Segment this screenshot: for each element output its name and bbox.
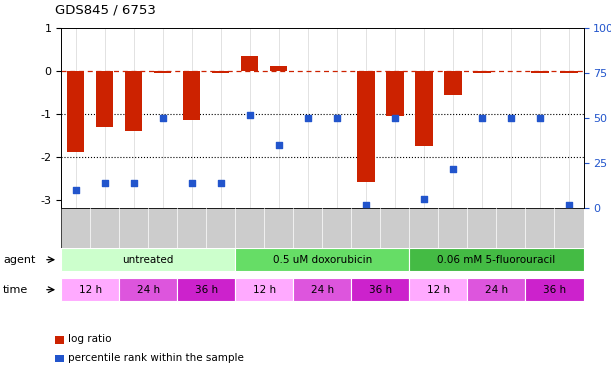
Text: GDS845 / 6753: GDS845 / 6753 (55, 4, 156, 17)
Point (303, 115, 313, 121)
Point (506, 115, 516, 121)
Bar (183, 71, 200, 120)
Bar (125, 71, 142, 131)
Point (274, 142, 284, 148)
Text: percentile rank within the sample: percentile rank within the sample (68, 353, 244, 363)
Text: 0.06 mM 5-fluorouracil: 0.06 mM 5-fluorouracil (437, 255, 555, 265)
Bar (154, 71, 171, 73)
Bar (473, 71, 491, 73)
Point (332, 115, 342, 121)
Point (100, 180, 109, 186)
Bar (270, 66, 288, 71)
Point (216, 180, 225, 186)
Point (245, 111, 255, 117)
Bar (532, 71, 549, 73)
Bar (235, 278, 293, 302)
Point (535, 115, 545, 121)
Point (390, 115, 400, 121)
Text: agent: agent (3, 255, 35, 265)
Bar (386, 71, 403, 116)
Bar (293, 278, 351, 302)
Text: time: time (3, 285, 28, 295)
Bar (525, 278, 584, 302)
Bar (61, 248, 235, 272)
Bar (467, 278, 525, 302)
Bar (67, 71, 84, 152)
Bar (235, 248, 409, 272)
Point (187, 180, 197, 186)
Bar (357, 71, 375, 182)
Text: log ratio: log ratio (68, 334, 112, 344)
Text: 36 h: 36 h (195, 285, 218, 295)
Point (564, 201, 574, 207)
Bar (409, 248, 584, 272)
Bar (212, 71, 230, 73)
Bar (351, 278, 409, 302)
Point (129, 180, 139, 186)
Bar (415, 71, 433, 146)
Bar (444, 71, 462, 94)
Text: 24 h: 24 h (311, 285, 334, 295)
Text: 36 h: 36 h (369, 285, 392, 295)
Text: 12 h: 12 h (79, 285, 101, 295)
Text: 24 h: 24 h (485, 285, 508, 295)
Point (419, 196, 429, 202)
Point (71, 187, 81, 193)
Text: 36 h: 36 h (543, 285, 566, 295)
Text: 24 h: 24 h (137, 285, 159, 295)
Point (158, 115, 167, 121)
Bar (61, 278, 119, 302)
Bar (560, 71, 577, 73)
Text: untreated: untreated (122, 255, 174, 265)
Point (477, 115, 487, 121)
Point (361, 201, 371, 207)
Bar (241, 56, 258, 71)
Bar (119, 278, 177, 302)
Bar (96, 71, 114, 127)
Bar (409, 278, 467, 302)
Text: 12 h: 12 h (253, 285, 276, 295)
Text: 0.5 uM doxorubicin: 0.5 uM doxorubicin (273, 255, 372, 265)
Bar (177, 278, 235, 302)
Text: 12 h: 12 h (427, 285, 450, 295)
Point (448, 165, 458, 171)
